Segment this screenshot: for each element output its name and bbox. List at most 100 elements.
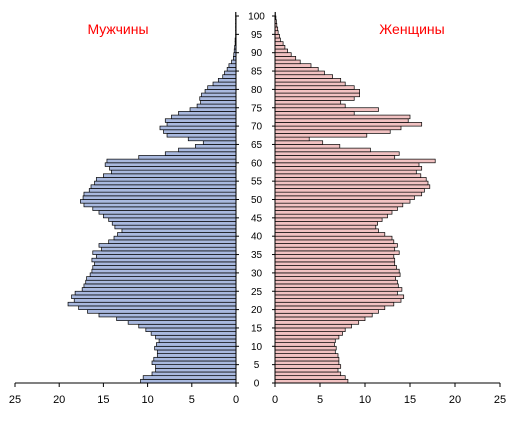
male-bar-age-49 [80,199,237,204]
female-bar-age-2 [274,371,342,377]
female-bar-age-10 [274,342,335,347]
male-bar-age-2 [151,371,237,377]
male-bar-age-17 [116,316,237,321]
female-bar-age-24 [274,290,398,296]
male-bar-age-52 [88,188,237,193]
male-bar-age-25 [81,287,237,292]
female-bar-age-21 [274,301,395,307]
male-bar-age-55 [95,177,237,182]
male-bar-age-18 [98,312,237,318]
female-bar-age-41 [274,228,379,233]
female-bar-age-7 [274,353,339,358]
female-bar-age-20 [274,305,386,310]
left-series-title: Мужчины [87,21,148,37]
female-bar-age-8 [274,349,336,354]
male-bar-age-64 [194,144,237,149]
left-x-tick-label: 10 [141,394,153,406]
age-tick-label: 30 [251,268,263,279]
male-bar-age-82 [217,78,237,83]
male-bar-age-43 [111,221,237,226]
female-bar-age-77 [274,96,355,101]
male-bar-age-81 [212,81,237,87]
male-bar-age-86 [228,63,237,68]
female-bar-age-76 [274,100,342,105]
male-bar-age-37 [98,243,237,248]
male-bar-age-67 [166,133,237,138]
male-bar-age-1 [142,375,237,380]
female-bar-age-69 [274,125,402,131]
female-bar-age-86 [274,63,312,68]
female-bar-age-91 [274,45,286,50]
male-bar-age-47 [92,206,237,211]
male-bar-age-28 [86,276,237,281]
female-bar-age-70 [274,122,423,127]
female-bar-age-50 [274,195,415,200]
female-bar-age-89 [274,52,292,57]
female-bar-age-74 [274,107,379,112]
female-bar-age-39 [274,235,393,241]
male-bar-age-4 [155,364,237,369]
female-bar-age-64 [274,144,341,149]
male-bar-age-38 [108,239,237,244]
male-bar-age-59 [104,162,237,167]
male-bar-age-77 [199,96,237,101]
age-tick-label: 75 [251,103,263,114]
female-bar-age-63 [274,147,371,153]
right-x-tick-label: 5 [317,394,323,406]
female-bar-age-81 [274,81,346,87]
female-bar-age-53 [274,184,431,189]
male-bar-age-71 [164,118,237,123]
male-bar-age-60 [106,158,237,164]
male-bar-age-56 [103,173,237,178]
female-bar-age-79 [274,89,360,94]
male-bar-age-76 [200,100,237,105]
female-bar-age-65 [274,140,324,145]
male-bar-age-84 [224,70,237,76]
male-bar-age-24 [74,290,237,296]
female-bar-age-1 [274,375,346,380]
male-bar-age-40 [117,232,237,237]
male-bar-age-48 [83,202,237,208]
male-bar-age-5 [151,360,237,366]
male-bar-age-29 [89,272,237,277]
female-bar-age-80 [274,85,355,90]
female-bar-age-4 [274,364,342,369]
female-bar-age-94 [274,33,280,39]
age-tick-label: 50 [251,195,263,206]
male-bar-age-58 [109,166,237,171]
female-bar-age-27 [274,279,398,285]
male-bar-age-42 [114,224,237,230]
right-series-title: Женщины [379,21,444,37]
female-bar-age-60 [274,158,436,164]
female-bar-age-72 [274,114,411,120]
female-bar-age-57 [274,169,417,175]
male-bar-age-19 [87,309,237,314]
female-bar-age-18 [274,312,373,318]
female-bar-age-40 [274,232,386,237]
female-bar-age-68 [274,129,391,134]
male-bar-age-61 [138,155,237,160]
female-bar-age-51 [274,191,423,197]
age-tick-label: 0 [254,379,260,390]
male-bar-age-15 [138,323,237,329]
female-bar-age-17 [274,316,366,321]
male-bar-age-27 [85,279,237,285]
male-bar-age-63 [178,147,237,153]
female-bar-age-13 [274,331,343,336]
male-bar-age-62 [164,151,237,156]
female-bar-age-38 [274,239,395,244]
male-bar-age-21 [67,301,237,307]
right-x-tick-label: 15 [404,394,416,406]
male-bar-age-41 [121,228,237,233]
left-x-tick-label: 20 [53,394,65,406]
male-bar-age-39 [113,235,237,241]
male-bar-age-85 [226,67,237,72]
left-x-tick-label: 5 [189,394,195,406]
female-bar-age-88 [274,56,297,61]
female-bar-age-14 [274,327,346,332]
female-bar-age-67 [274,133,368,138]
male-bar-age-69 [159,125,237,131]
male-bar-age-8 [156,349,237,354]
female-bar-age-71 [274,118,409,123]
